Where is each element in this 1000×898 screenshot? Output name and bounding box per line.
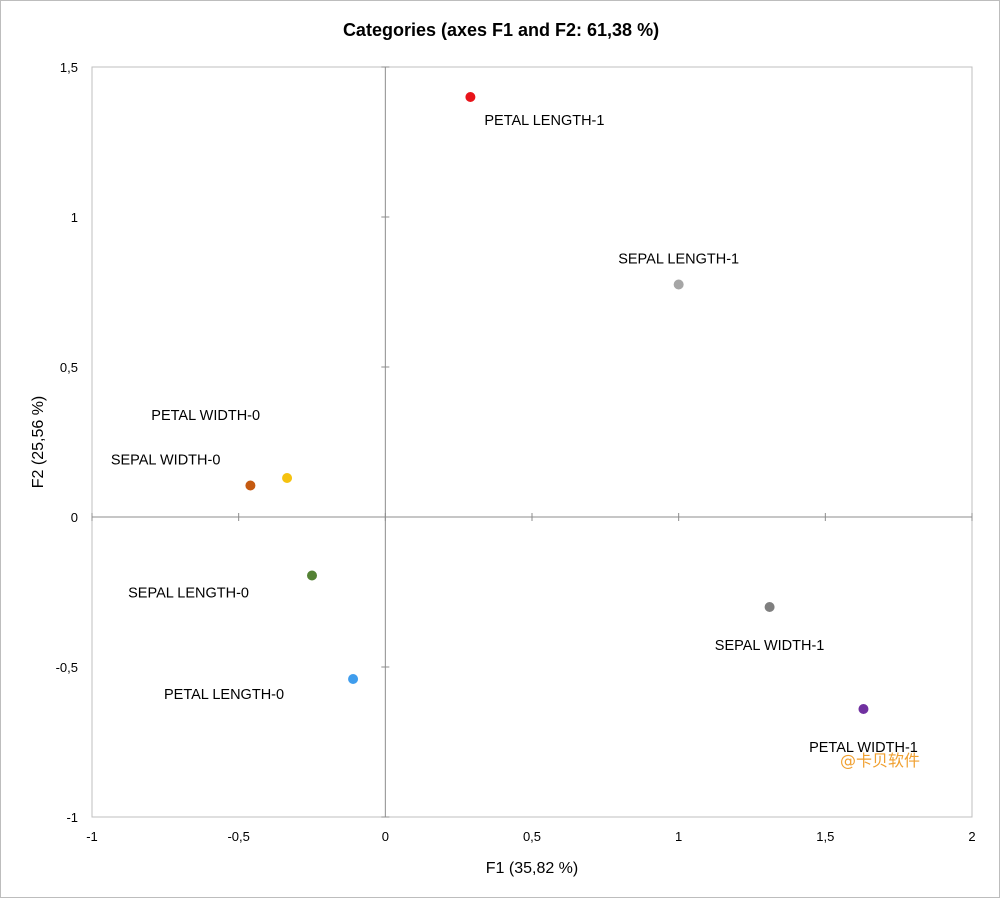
y-tick-label: -1 [66, 810, 78, 825]
point-label: PETAL WIDTH-1 [809, 740, 918, 756]
data-point [858, 704, 869, 714]
x-axis-title: F1 (35,82 %) [486, 860, 578, 877]
data-point [307, 570, 317, 581]
tick-labels: -1 -0,5 0 0,5 1 1,5 2 -1 -0,5 0 0,5 1 1,5 [56, 60, 976, 844]
data-point [245, 480, 256, 491]
x-tick-label: 2 [968, 829, 975, 844]
y-tick-label: -0,5 [56, 660, 78, 675]
point-label: PETAL LENGTH-1 [484, 113, 604, 129]
x-tick-label: 0,5 [523, 829, 541, 844]
x-tick-label: -1 [86, 829, 98, 844]
point-label: PETAL LENGTH-0 [164, 687, 284, 703]
x-tick-label: -0,5 [227, 829, 249, 844]
data-point [348, 674, 359, 684]
x-tick-label: 1 [675, 829, 682, 844]
y-tick-label: 0 [71, 510, 78, 525]
axes-layer [91, 66, 973, 818]
data-point [282, 473, 293, 483]
y-tick-label: 1,5 [60, 60, 78, 75]
data-point [673, 279, 684, 290]
y-tick-label: 0,5 [60, 360, 78, 375]
data-point [465, 92, 476, 102]
point-label: SEPAL LENGTH-1 [618, 252, 739, 268]
watermark-text: @卡贝软件 [840, 751, 920, 770]
y-axis-title: F2 (25,56 %) [30, 396, 47, 488]
point-label: PETAL WIDTH-0 [151, 408, 260, 424]
x-tick-label: 0 [382, 829, 389, 844]
plot-area [91, 66, 973, 818]
point-label: SEPAL WIDTH-0 [111, 453, 221, 469]
y-tick-label: 1 [71, 210, 78, 225]
point-label: SEPAL WIDTH-1 [715, 638, 825, 654]
data-point [764, 602, 775, 612]
data-points: PETAL LENGTH-1 SEPAL LENGTH-1 PETAL WIDTH-… [111, 92, 918, 756]
chart-title: Categories (axes F1 and F2: 61,38 %) [343, 20, 659, 40]
point-label: SEPAL LENGTH-0 [128, 586, 249, 602]
x-tick-label: 1,5 [816, 829, 834, 844]
